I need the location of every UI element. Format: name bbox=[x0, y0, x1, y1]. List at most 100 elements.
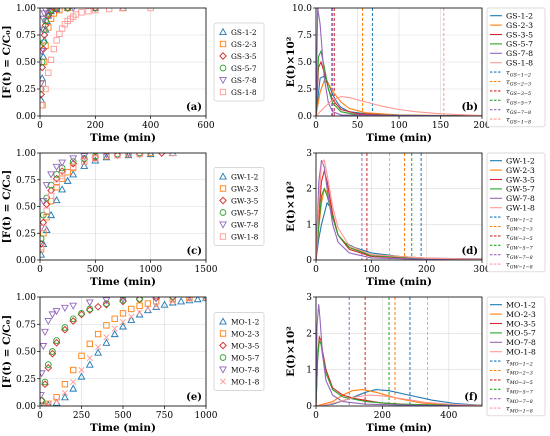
legend-marker bbox=[219, 172, 227, 180]
y-tick-label: 1 bbox=[306, 366, 312, 376]
data-point bbox=[136, 153, 143, 158]
data-point bbox=[56, 30, 63, 38]
legend-marker bbox=[219, 330, 227, 337]
plot-area bbox=[40, 153, 177, 258]
series-line bbox=[316, 394, 482, 406]
legend-label: τMO−3−5 bbox=[506, 377, 533, 387]
data-point bbox=[77, 310, 86, 319]
grid bbox=[315, 7, 483, 117]
y-tick-label: 0.50 bbox=[16, 58, 36, 68]
plot-area bbox=[40, 8, 154, 109]
y-tick-label: 0.25 bbox=[16, 229, 36, 239]
data-point bbox=[53, 397, 60, 404]
data-point bbox=[44, 11, 53, 20]
legend-label: MO-2-3 bbox=[231, 329, 260, 338]
data-point bbox=[78, 352, 85, 360]
legend-label: GW-2-3 bbox=[231, 184, 259, 193]
legend-marker bbox=[219, 221, 227, 229]
x-tick-label: 300 bbox=[473, 265, 490, 275]
data-point bbox=[69, 302, 78, 310]
legend-label: MO-2-3 bbox=[506, 310, 536, 319]
data-point bbox=[63, 176, 72, 184]
x-axis-label: Time (min) bbox=[90, 276, 156, 288]
data-point bbox=[119, 8, 127, 12]
data-point bbox=[43, 214, 50, 221]
data-point bbox=[102, 153, 111, 161]
y-tick-label: 1.00 bbox=[16, 4, 36, 14]
data-point bbox=[193, 297, 202, 303]
data-point bbox=[40, 211, 47, 219]
legend-label: τGS−3−5 bbox=[506, 88, 531, 98]
data-point bbox=[40, 235, 45, 242]
data-point bbox=[70, 366, 77, 374]
data-point bbox=[119, 319, 127, 326]
data-point bbox=[136, 153, 143, 157]
legend-label: GS-1-2 bbox=[506, 12, 533, 21]
legend-box bbox=[213, 167, 265, 246]
data-point bbox=[144, 300, 152, 307]
data-point bbox=[60, 393, 69, 401]
legend-label: GS-1-8 bbox=[506, 59, 533, 68]
grid bbox=[39, 7, 207, 117]
data-point bbox=[85, 360, 94, 368]
data-point bbox=[43, 207, 50, 214]
data-point bbox=[128, 313, 135, 320]
panel-d: 0 100 200 300 0 1 2 3 Time (min) E(t)×10² (d) GW-1-… bbox=[285, 149, 546, 288]
x-tick-label: 200 bbox=[374, 411, 391, 421]
x-axis-label: Time (min) bbox=[366, 422, 432, 434]
data-point bbox=[42, 182, 51, 190]
legend-label: τGS−1−2 bbox=[506, 69, 531, 79]
legend-marker bbox=[219, 88, 227, 96]
series-line bbox=[316, 168, 482, 260]
data-point bbox=[40, 243, 45, 251]
data-point bbox=[42, 8, 50, 15]
x-tick-label: 1500 bbox=[195, 265, 218, 275]
legend-label: GW-3-5 bbox=[506, 175, 535, 184]
data-point bbox=[86, 340, 93, 348]
y-tick-label: 1.00 bbox=[16, 293, 36, 303]
data-point bbox=[42, 85, 49, 93]
data-point bbox=[40, 31, 49, 39]
data-point bbox=[111, 325, 118, 332]
data-point bbox=[40, 58, 48, 66]
data-point bbox=[202, 297, 206, 302]
legend-label: MO-1-2 bbox=[506, 301, 536, 310]
legend-label: τGW−7−8 bbox=[506, 251, 533, 261]
data-point bbox=[119, 310, 127, 317]
data-point bbox=[61, 389, 68, 396]
y-axis-label: E(t)×10² bbox=[285, 326, 297, 377]
y-axis-label: [F(t) = C/C₀] bbox=[1, 315, 13, 388]
data-point bbox=[40, 224, 47, 232]
legend-label: MO-1-8 bbox=[506, 348, 536, 357]
x-tick-label: 500 bbox=[114, 411, 131, 421]
legend-label: GW-1-2 bbox=[506, 157, 535, 166]
legend-box bbox=[486, 152, 546, 273]
data-point bbox=[69, 159, 78, 168]
legend-label: τGS−1−8 bbox=[506, 116, 531, 126]
data-point bbox=[102, 297, 111, 305]
data-point bbox=[45, 400, 52, 406]
data-point bbox=[103, 322, 110, 329]
x-tick-label: 150 bbox=[432, 121, 449, 131]
x-tick-label: 100 bbox=[390, 121, 407, 131]
data-point bbox=[52, 195, 61, 204]
legend: GS-1-2 GS-2-3 GS-3-5 GS-5-7 GS-7-8 GS-1-8 bbox=[213, 22, 265, 102]
legend-label: GS-5-7 bbox=[506, 40, 533, 49]
x-tick-label: 0 bbox=[313, 411, 319, 421]
x-tick-label: 0 bbox=[37, 265, 43, 275]
data-point bbox=[94, 348, 103, 356]
data-point bbox=[49, 348, 56, 355]
legend-label: GS-2-3 bbox=[506, 21, 533, 30]
data-point bbox=[169, 153, 176, 157]
data-point bbox=[80, 153, 89, 161]
data-point bbox=[94, 302, 102, 311]
x-tick-label: 0 bbox=[37, 411, 43, 421]
y-tick-label: 5.0 bbox=[298, 58, 313, 68]
data-point bbox=[70, 378, 77, 386]
data-point bbox=[69, 315, 77, 323]
legend-label: GW-1-2 bbox=[231, 172, 258, 181]
data-point bbox=[157, 153, 166, 157]
data-point bbox=[102, 300, 111, 309]
legend-marker bbox=[219, 209, 227, 216]
